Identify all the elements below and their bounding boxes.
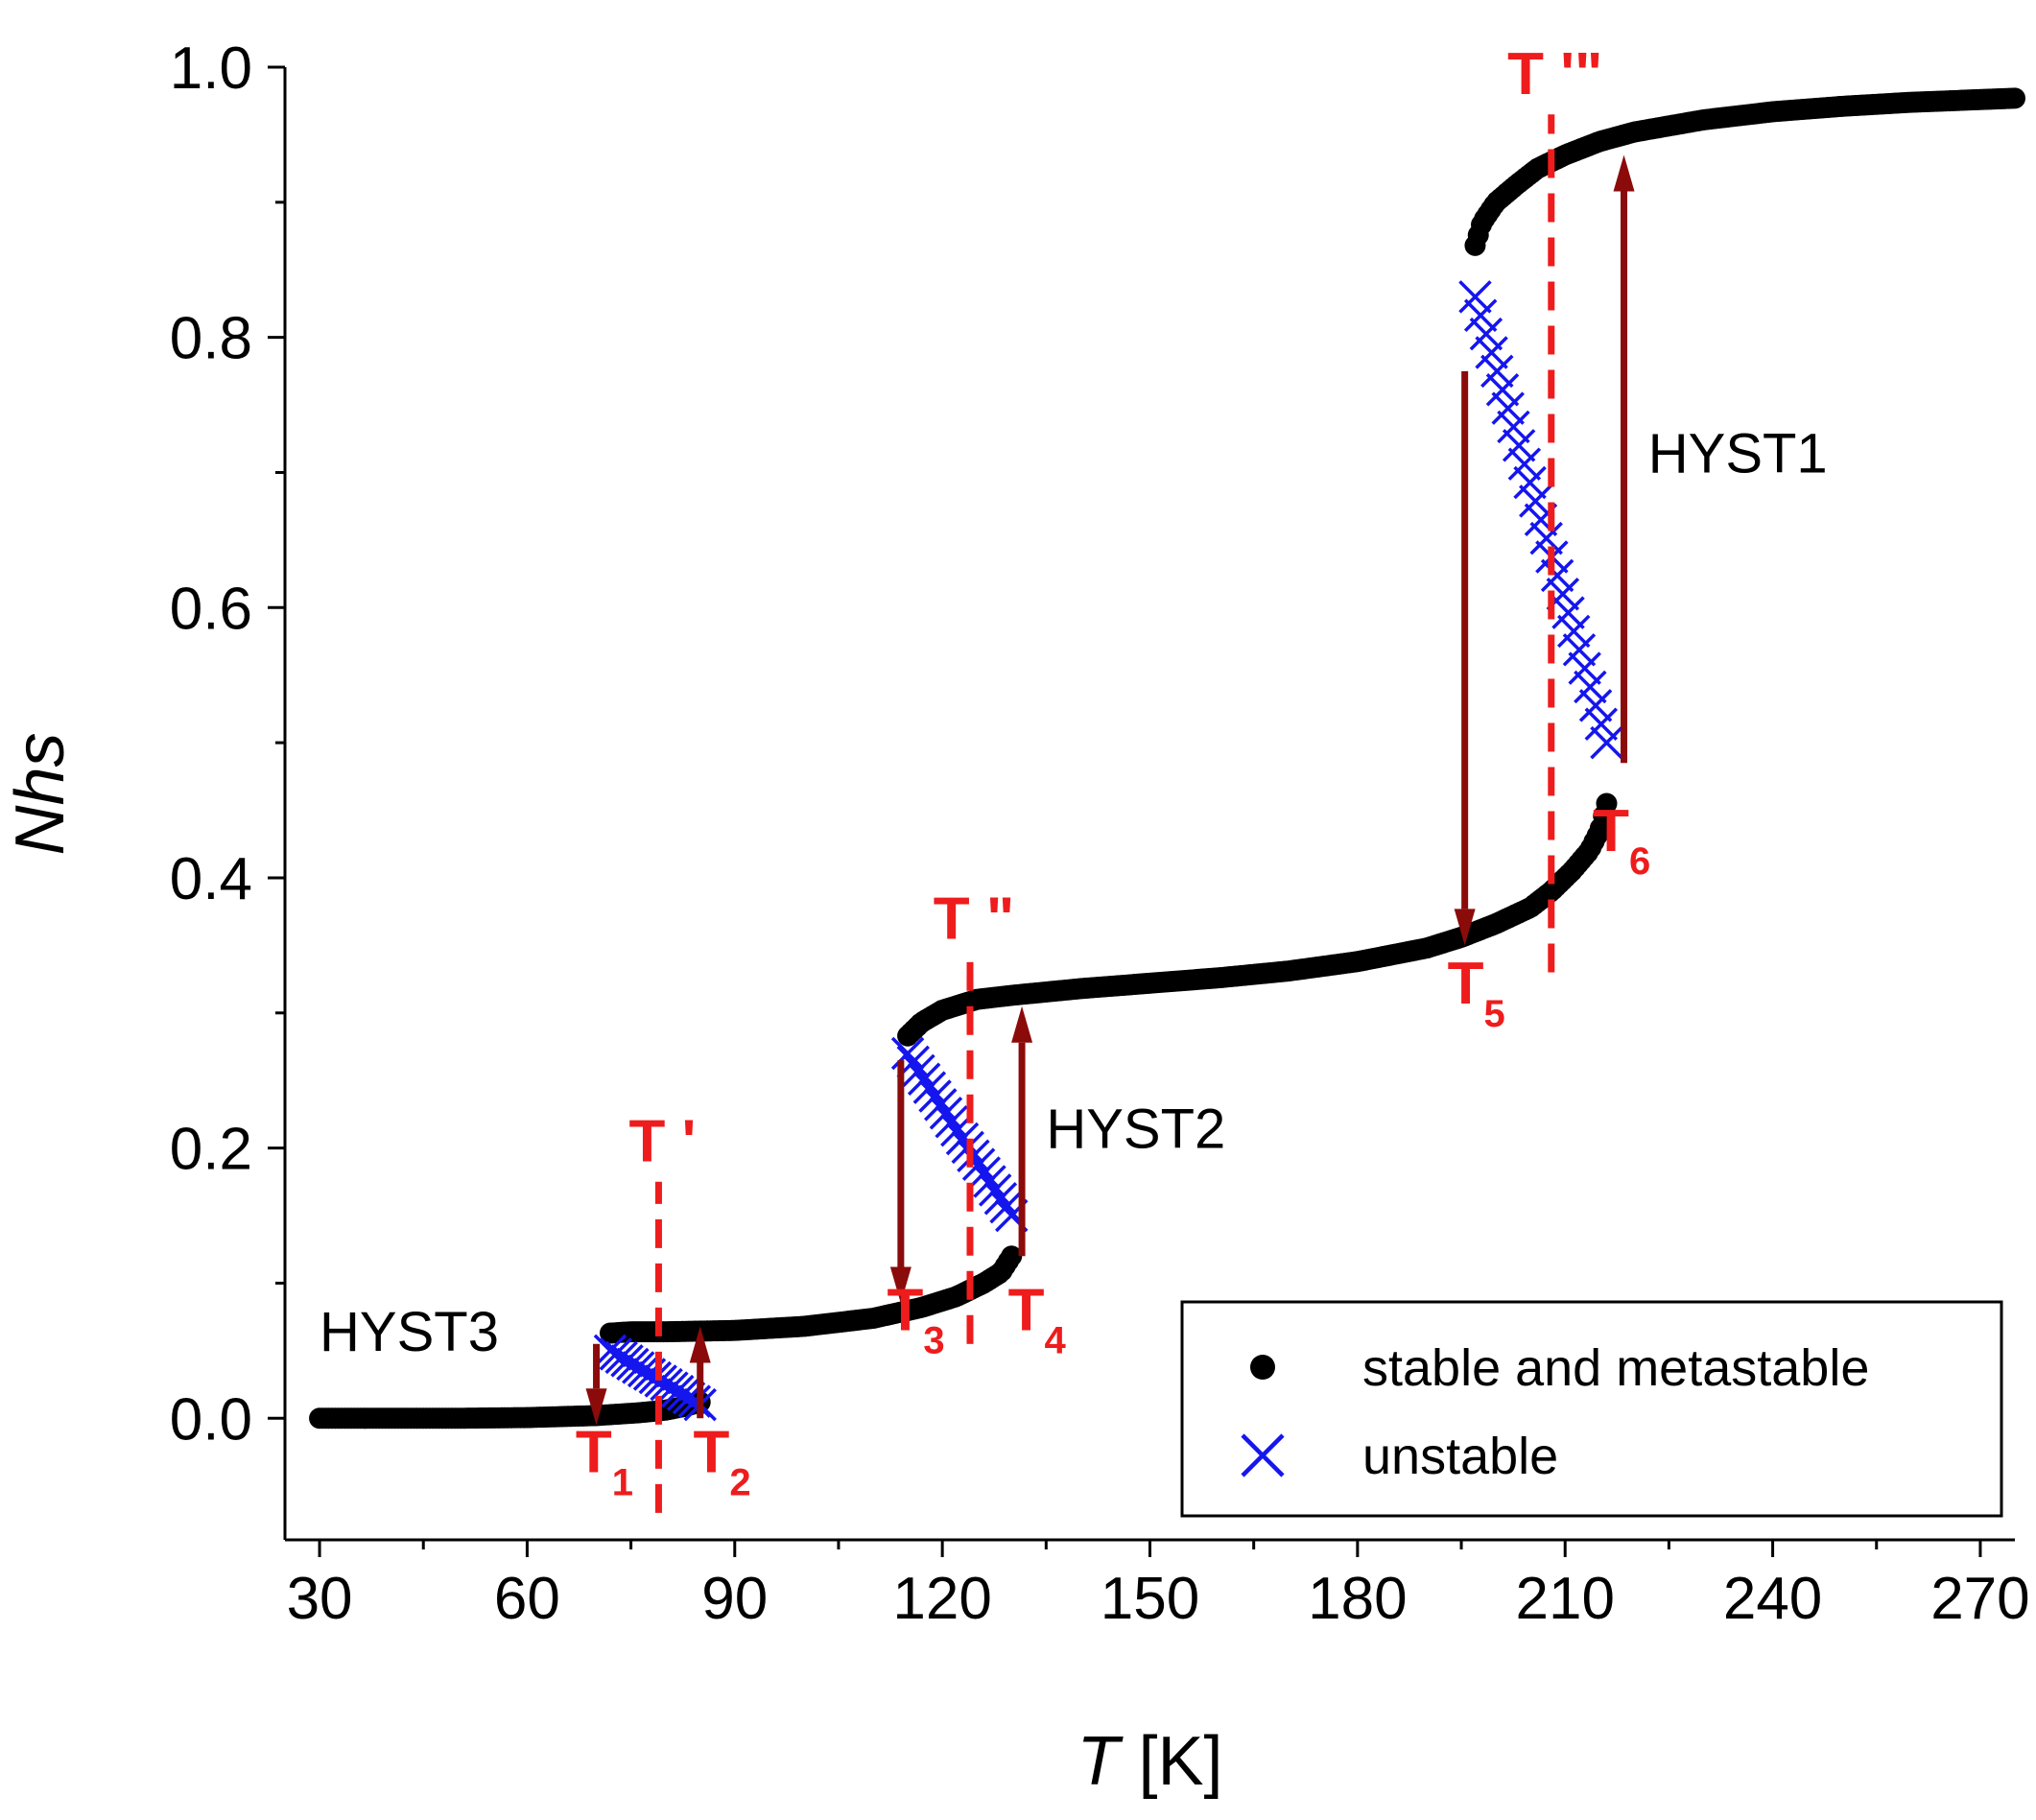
ref-line-label-3: T '" [1507, 41, 1602, 107]
legend-box [1180, 1300, 2003, 1518]
stable-series [309, 87, 2025, 1430]
unstable-point-2-23 [1584, 707, 1619, 742]
y-tick-label-2: 0.4 [170, 846, 252, 912]
t1-label-sub: 1 [612, 1462, 633, 1504]
x-tick-label-0: 30 [287, 1566, 353, 1632]
unstable-point-2-6 [1491, 391, 1525, 425]
hyst2-label: HYST2 [1046, 1099, 1225, 1161]
stable-point-2-222 [1596, 792, 1618, 815]
t6-label: T6 [1593, 798, 1650, 883]
unstable-point-2-9 [1507, 447, 1542, 481]
unstable-series [593, 280, 1623, 1422]
t3-label-base: T [887, 1278, 923, 1344]
t1-label: T1 [576, 1420, 633, 1504]
x-tick-label-2: 90 [701, 1566, 768, 1632]
unstable-point-1-3 [907, 1062, 941, 1096]
t4-label-sub: 4 [1045, 1320, 1067, 1362]
legend: stable and metastable unstable [1180, 1300, 2003, 1518]
x-tick-label-4: 150 [1101, 1566, 1199, 1632]
hyst1-label: HYST1 [1648, 422, 1828, 485]
stable-point-3-172 [2004, 87, 2025, 109]
unstable-point-2-8 [1502, 429, 1536, 462]
unstable-point-2-3 [1475, 336, 1508, 369]
unstable-point-1-7 [929, 1097, 963, 1130]
x-tick-label-7: 240 [1723, 1566, 1822, 1632]
x-axis-title: T [K] [1077, 1723, 1222, 1800]
hyst3-label: HYST3 [320, 1301, 499, 1363]
unstable-point-2-22 [1578, 689, 1613, 722]
y-axis-title: Nhs [2, 732, 79, 855]
unstable-point-1-4 [912, 1071, 947, 1104]
y-tick-label-1: 0.2 [170, 1117, 252, 1183]
x-tick-label-3: 120 [892, 1566, 991, 1632]
unstable-point-2-24 [1590, 725, 1623, 760]
unstable-point-2-11 [1519, 485, 1552, 518]
unstable-point-2-21 [1574, 670, 1607, 704]
t6-label-sub: 6 [1629, 840, 1650, 883]
legend-marker-unstable [1241, 1433, 1285, 1477]
t5-label-base: T [1448, 951, 1484, 1017]
unstable-point-1-2 [902, 1053, 935, 1088]
legend-marker-stable [1250, 1355, 1275, 1380]
t2-label: T2 [694, 1420, 751, 1504]
x-axis-title-unit: [K] [1119, 1723, 1222, 1800]
t2-label-sub: 2 [729, 1462, 750, 1504]
unstable-point-2-5 [1485, 372, 1520, 407]
transition-arrowhead-4 [1011, 1005, 1033, 1043]
transition-arrowhead-3 [889, 1266, 911, 1304]
t5-label-sub: 5 [1483, 993, 1504, 1035]
x-axis-title-symbol: T [1077, 1723, 1124, 1800]
unstable-point-1-15 [973, 1165, 1006, 1198]
transition-arrowhead-6 [1613, 154, 1635, 192]
unstable-point-2-19 [1562, 633, 1597, 667]
legend-label-1: unstable [1362, 1428, 1558, 1485]
unstable-point-2-4 [1480, 354, 1514, 389]
transition-arrowhead-1 [585, 1388, 607, 1426]
stable-point-1-128 [1001, 1245, 1023, 1267]
unstable-point-2-7 [1497, 410, 1530, 444]
unstable-point-2-10 [1513, 465, 1547, 500]
t4-label: T4 [1008, 1278, 1067, 1362]
unstable-point-1-5 [918, 1079, 952, 1113]
t6-label-base: T [1593, 798, 1629, 864]
x-tick-label-1: 60 [494, 1566, 560, 1632]
ref-line-label-2: T " [934, 886, 1015, 952]
t3-label: T3 [887, 1278, 944, 1362]
t4-label-base: T [1008, 1278, 1045, 1344]
transition-arrowhead-2 [689, 1326, 711, 1363]
unstable-point-2-0 [1458, 280, 1492, 314]
x-tick-label-6: 210 [1515, 1566, 1614, 1632]
transition-arrows [585, 154, 1635, 1426]
t3-label-sub: 3 [923, 1320, 944, 1362]
unstable-point-2-1 [1463, 298, 1498, 333]
unstable-point-1-14 [967, 1156, 1002, 1190]
y-tick-label-0: 0.0 [170, 1386, 252, 1453]
unstable-point-2-20 [1568, 651, 1601, 685]
y-tick-label-3: 0.6 [170, 576, 252, 642]
x-tick-label-8: 270 [1930, 1566, 2029, 1632]
unstable-point-2-2 [1469, 317, 1503, 351]
y-tick-label-5: 1.0 [170, 35, 252, 102]
t1-label-base: T [576, 1420, 612, 1486]
y-tick-label-4: 0.8 [170, 306, 252, 372]
unstable-point-1-16 [978, 1173, 1012, 1207]
dashed-reference-lines: T ' T " T '" [629, 41, 1602, 1513]
unstable-point-2-18 [1556, 614, 1591, 649]
unstable-point-2-17 [1551, 596, 1585, 629]
unstable-point-1-17 [983, 1181, 1018, 1216]
t2-label-base: T [694, 1420, 730, 1486]
unstable-point-1-8 [935, 1104, 968, 1139]
x-tick-label-5: 180 [1308, 1566, 1407, 1632]
unstable-point-2-15 [1540, 558, 1574, 593]
unstable-point-1-18 [989, 1190, 1023, 1224]
t5-label: T5 [1448, 951, 1505, 1035]
ref-line-label-1: T ' [629, 1109, 697, 1175]
legend-label-0: stable and metastable [1362, 1339, 1869, 1397]
unstable-point-1-6 [924, 1088, 958, 1122]
axes: 30 60 90 120 150 180 210 240 270 0.0 0.2 0.4 0.6 0.8 1… [2, 35, 2030, 1800]
transition-arrowhead-5 [1454, 909, 1476, 946]
unstable-point-2-13 [1529, 521, 1563, 555]
